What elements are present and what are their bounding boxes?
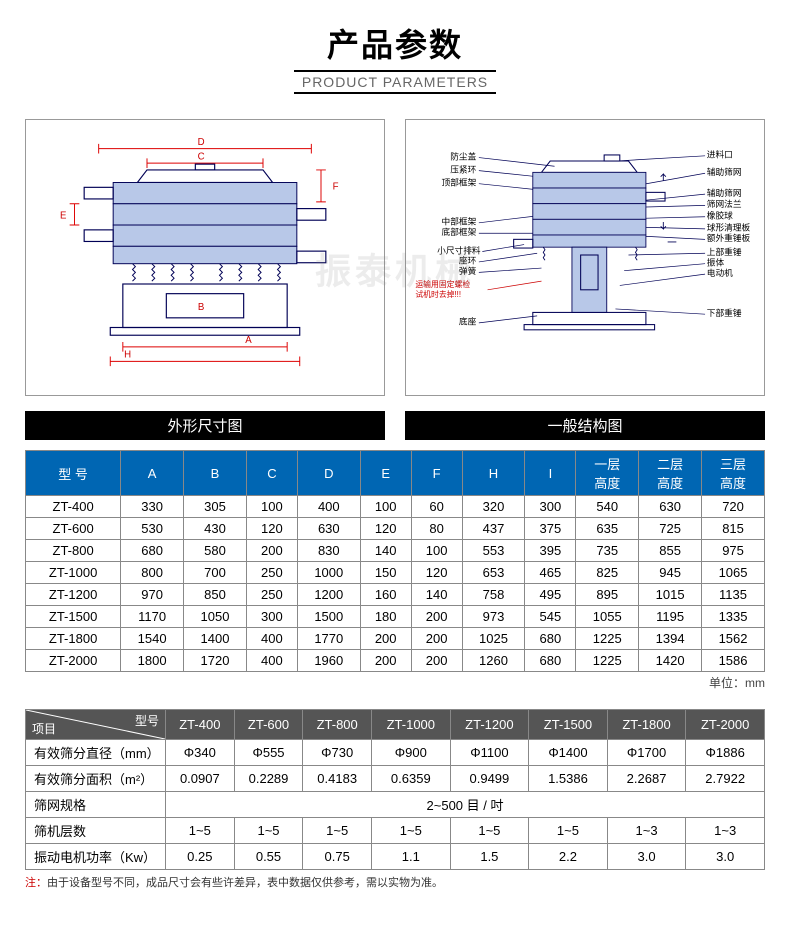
- svg-text:A: A: [245, 335, 252, 346]
- table-header: F: [411, 451, 462, 496]
- table-row: 筛网规格2~500 目 / 吋: [26, 792, 765, 818]
- svg-text:下部重锤: 下部重锤: [707, 307, 742, 318]
- table-row: 振动电机功率（Kw）0.250.550.751.11.52.23.03.0: [26, 844, 765, 870]
- table-header: B: [184, 451, 247, 496]
- svg-text:H: H: [124, 349, 131, 360]
- footnote-prefix: 注：: [25, 877, 47, 889]
- table-row: ZT-1800154014004001770200200102568012251…: [26, 628, 765, 650]
- dimension-diagram: D C F E: [25, 119, 385, 396]
- page-title-cn: 产品参数: [0, 20, 790, 66]
- table-row: ZT-1000800700250100015012065346582594510…: [26, 562, 765, 584]
- footnote-text: 由于设备型号不同，成品尺寸会有些许差异，表中数据仅供参考，需以实物为准。: [47, 877, 443, 889]
- table-header: ZT-400: [166, 710, 235, 740]
- table-row: ZT-40033030510040010060320300540630720: [26, 496, 765, 518]
- table-corner: 型号项目: [26, 710, 166, 740]
- svg-text:辅助筛网: 辅助筛网: [707, 187, 742, 198]
- dimension-table: 型 号ABCDEFHI一层高度二层高度三层高度 ZT-4003303051004…: [25, 450, 765, 672]
- svg-text:额外重锤板: 额外重锤板: [707, 232, 751, 243]
- table-header: ZT-600: [234, 710, 303, 740]
- table-row: 有效筛分直径（mm）Φ340Φ555Φ730Φ900Φ1100Φ1400Φ170…: [26, 740, 765, 766]
- svg-text:F: F: [333, 181, 339, 192]
- svg-text:弹簧: 弹簧: [459, 265, 477, 276]
- table-header: 二层高度: [639, 451, 702, 496]
- page-title-en: PRODUCT PARAMETERS: [294, 70, 496, 94]
- table-row: ZT-1500117010503001500180200973545105511…: [26, 606, 765, 628]
- svg-text:振体: 振体: [707, 256, 725, 267]
- svg-text:试机时去掉!!!: 试机时去掉!!!: [415, 289, 461, 299]
- spec-table: 型号项目ZT-400ZT-600ZT-800ZT-1000ZT-1200ZT-1…: [25, 709, 765, 870]
- table-header: C: [246, 451, 297, 496]
- svg-text:顶部框架: 顶部框架: [442, 176, 477, 187]
- svg-text:小尺寸排料: 小尺寸排料: [437, 244, 481, 255]
- struct-diagram-label: 一般结构图: [405, 411, 765, 440]
- svg-text:座环: 座环: [459, 255, 477, 266]
- table-header: I: [525, 451, 576, 496]
- table-header: ZT-1000: [372, 710, 451, 740]
- table-header: 三层高度: [702, 451, 765, 496]
- svg-text:筛网法兰: 筛网法兰: [707, 198, 742, 209]
- svg-text:B: B: [198, 302, 204, 313]
- svg-text:电动机: 电动机: [707, 267, 733, 278]
- svg-text:压紧环: 压紧环: [450, 164, 476, 174]
- table-header: ZT-800: [303, 710, 372, 740]
- svg-text:橡胶球: 橡胶球: [707, 209, 733, 220]
- table-header: ZT-1800: [607, 710, 686, 740]
- structure-diagram: 防尘盖 压紧环 顶部框架 中部框架 底部框架 小尺寸排料 座环 弹簧 运输用固定…: [405, 119, 765, 396]
- table-row: ZT-2000180017204001960200200126068012251…: [26, 650, 765, 672]
- table-header: A: [121, 451, 184, 496]
- table-row: ZT-60053043012063012080437375635725815: [26, 518, 765, 540]
- table-header: D: [297, 451, 360, 496]
- svg-text:防尘盖: 防尘盖: [450, 150, 476, 161]
- footnote: 注：由于设备型号不同，成品尺寸会有些许差异，表中数据仅供参考，需以实物为准。: [0, 870, 790, 900]
- svg-text:运输用固定螺检: 运输用固定螺检: [415, 279, 470, 289]
- table-row: 筛机层数1~51~51~51~51~51~51~31~3: [26, 818, 765, 844]
- table-row: ZT-1200970850250120016014075849589510151…: [26, 584, 765, 606]
- svg-text:进料口: 进料口: [707, 149, 733, 160]
- table-header: 一层高度: [576, 451, 639, 496]
- svg-text:球形清理板: 球形清理板: [707, 222, 751, 233]
- table-header: ZT-1200: [450, 710, 529, 740]
- table-row: 有效筛分面积（m²）0.09070.22890.41830.63590.9499…: [26, 766, 765, 792]
- dim-diagram-label: 外形尺寸图: [25, 411, 385, 440]
- table-row: ZT-800680580200830140100553395735855975: [26, 540, 765, 562]
- svg-text:上部重锤: 上部重锤: [707, 246, 742, 257]
- table-header: 型 号: [26, 451, 121, 496]
- table-header: E: [360, 451, 411, 496]
- table-header: ZT-1500: [529, 710, 608, 740]
- svg-text:C: C: [198, 151, 205, 162]
- svg-text:E: E: [60, 210, 67, 221]
- svg-text:中部框架: 中部框架: [442, 216, 477, 227]
- svg-text:辅助筛网: 辅助筛网: [707, 166, 742, 177]
- table-header: H: [462, 451, 525, 496]
- svg-text:D: D: [198, 137, 205, 148]
- unit-note: 单位：mm: [0, 672, 790, 699]
- svg-text:底部框架: 底部框架: [442, 226, 477, 237]
- table-header: ZT-2000: [686, 710, 765, 740]
- svg-text:底座: 底座: [459, 316, 477, 327]
